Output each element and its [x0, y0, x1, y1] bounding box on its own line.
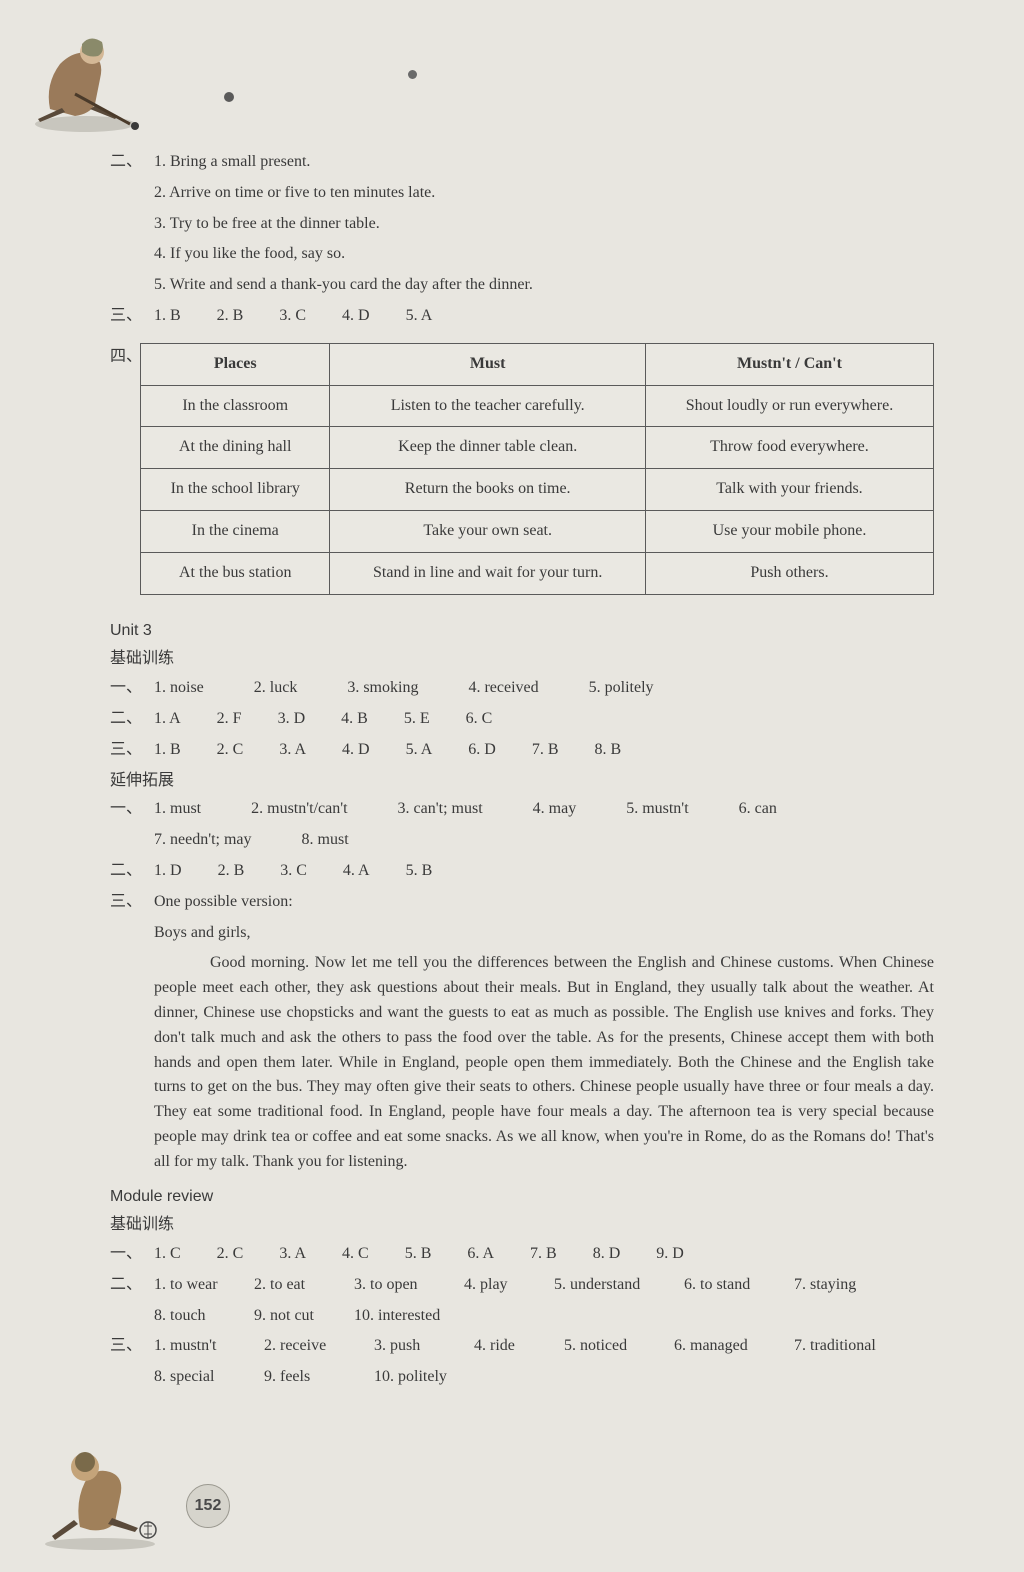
- subsection-title: 基础训练: [110, 1213, 934, 1238]
- answer-row: 一、1. must2. mustn't/can't3. can't; must4…: [110, 797, 934, 822]
- essay-greeting: Boys and girls,: [110, 921, 934, 946]
- table-header: Must: [330, 343, 646, 385]
- subsection-title: 基础训练: [110, 647, 934, 672]
- rules-table: Places Must Mustn't / Can't In the class…: [140, 343, 934, 595]
- answer-row: 7. needn't; may8. must: [110, 828, 934, 853]
- answer-row: 二、1. A2. F3. D4. B5. E6. C: [110, 707, 934, 732]
- prefix-two: 二、: [110, 150, 154, 175]
- answer-row: 二、1. D2. B3. C4. A5. B: [110, 859, 934, 884]
- essay-body: Good morning. Now let me tell you the di…: [110, 951, 934, 1174]
- unit-title: Unit 3: [110, 619, 934, 644]
- answer-row: 一、1. C2. C3. A4. C5. B6. A7. B8. D9. D: [110, 1242, 934, 1267]
- subsection-title: 延伸拓展: [110, 769, 934, 794]
- prefix-four: 四、: [110, 335, 140, 609]
- decorative-dot: [408, 70, 417, 79]
- answer-row: 三、1. mustn't2. receive3. push4. ride5. n…: [110, 1334, 934, 1359]
- item: 2. Arrive on time or five to ten minutes…: [110, 181, 934, 206]
- answer-row: 二、1. to wear2. to eat3. to open4. play5.…: [110, 1273, 934, 1298]
- answer-row: 三、1. B2. C3. A4. D5. A6. D7. B8. B: [110, 738, 934, 763]
- decorative-dot: [224, 92, 234, 102]
- module-review-title: Module review: [110, 1185, 934, 1210]
- answer-row: 8. touch9. not cut10. interested: [110, 1304, 934, 1329]
- answer-row: 8. special9. feels10. politely: [110, 1365, 934, 1390]
- hockey-player-illustration: [20, 24, 150, 134]
- table-header: Places: [141, 343, 330, 385]
- answer-row: 一、1. noise2. luck3. smoking4. received5.…: [110, 676, 934, 701]
- item: 4. If you like the food, say so.: [110, 242, 934, 267]
- item: 3. Try to be free at the dinner table.: [110, 212, 934, 237]
- football-player-illustration: [30, 1432, 170, 1552]
- item: 三、One possible version:: [110, 890, 934, 915]
- page-number: 152: [186, 1484, 230, 1528]
- answer-row: 三、1. B2. B3. C4. D5. A: [110, 304, 934, 329]
- table-header: Mustn't / Can't: [645, 343, 933, 385]
- page-content: 二、1. Bring a small present. 2. Arrive on…: [0, 0, 1024, 1436]
- item: 5. Write and send a thank-you card the d…: [110, 273, 934, 298]
- item: 二、1. Bring a small present.: [110, 150, 934, 175]
